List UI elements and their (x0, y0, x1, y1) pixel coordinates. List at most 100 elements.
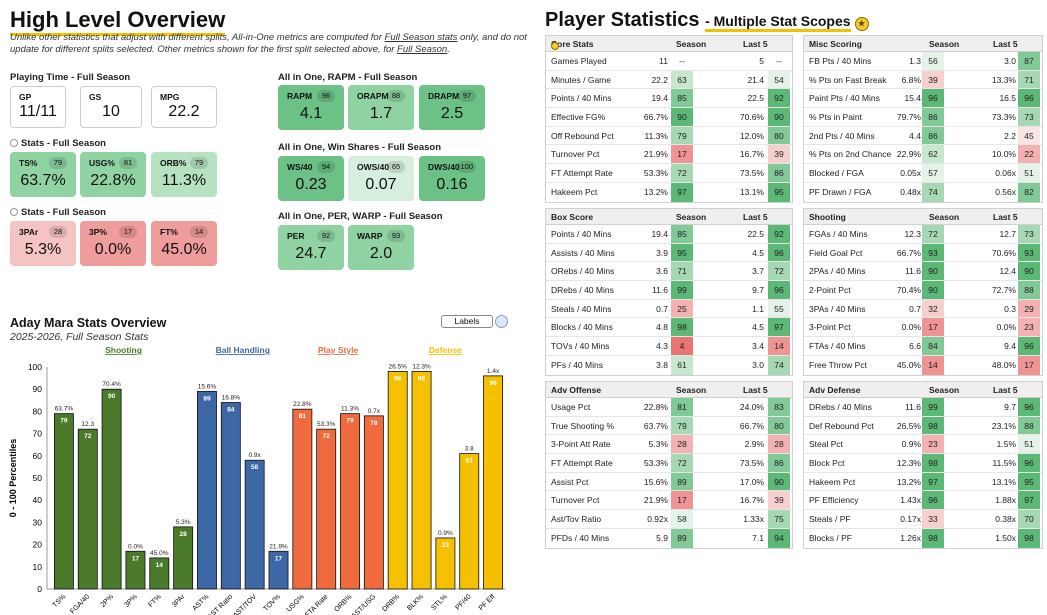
bar-stat-label: 0.9% (438, 530, 453, 537)
card-usg: USG% 81 22.8% (80, 152, 146, 197)
last5-value: 9.7 (1004, 402, 1016, 412)
last5-value: 9.4 (1004, 341, 1016, 352)
bar-2p- (101, 388, 122, 590)
last5-value: 11.5% (992, 458, 1016, 469)
row-label: FB Pts / 40 Mins (809, 56, 872, 66)
last5-percentile: 73 (1018, 108, 1040, 126)
season-value: 22.8% (643, 402, 668, 412)
bar-ast-ratio (220, 402, 241, 590)
last5-value: 3.4 (752, 341, 764, 352)
card-percentile: 28 (49, 226, 67, 238)
season-percentile: 81 (671, 398, 693, 416)
season-percentile: 98 (671, 318, 693, 337)
last5-percentile: 93 (1018, 243, 1040, 262)
last5-percentile: 51 (1018, 164, 1040, 182)
season-value: 53.3% (643, 458, 668, 469)
bar-stat-label: 11.3% (341, 406, 359, 413)
last5-value: 1.50x (995, 532, 1016, 543)
last5-value: 0.06x (995, 168, 1016, 179)
card-gs: GS 10 (80, 86, 142, 128)
last5-value: 0.56x (995, 186, 1016, 197)
card-label: ORB% (160, 158, 187, 168)
last5-percentile: 39 (768, 145, 790, 164)
season-percentile: 23 (922, 435, 944, 454)
table-row: Steals / 40 Mins 0.7 25 1.1 55 (546, 299, 792, 319)
last5-header: Last 5 (993, 212, 1018, 222)
last5-value: 1.88x (995, 495, 1016, 506)
bar-3p- (125, 550, 146, 590)
labels-button[interactable]: Labels (441, 315, 493, 328)
last5-value: 0.38x (995, 514, 1016, 525)
season-percentile: 28 (671, 435, 693, 454)
chart-title: Aday Mara Stats Overview (10, 316, 167, 330)
row-label: Steals / 40 Mins (551, 303, 612, 314)
row-label: Blocks / 40 Mins (551, 322, 613, 333)
row-label: Turnover Pct (551, 495, 600, 506)
row-label: Off Rebound Pct (551, 130, 614, 141)
season-percentile: 58 (671, 510, 693, 528)
last5-percentile: 55 (768, 299, 790, 318)
card-value: 0.0% (94, 241, 132, 258)
radio-icon[interactable] (10, 208, 18, 216)
coin-icon[interactable]: ★ (854, 17, 869, 31)
last5-header: Last 5 (743, 212, 768, 222)
season-percentile: 17 (671, 491, 693, 510)
season-header: Season (676, 39, 707, 49)
last5-percentile: 54 (768, 70, 790, 89)
last5-percentile: 86 (768, 164, 790, 182)
row-label: 3-Point Att Rate (551, 439, 611, 450)
card-percentile: 65 (387, 161, 405, 173)
row-label: Minutes / Game (551, 74, 611, 85)
bar-blk- (411, 371, 432, 590)
table-title: Core Stats (551, 39, 594, 50)
table-row: FB Pts / 40 Mins 1.3 56 3.0 87 (804, 52, 1042, 71)
disclaimer-part-1: Unlike other statistics that adjust with… (10, 32, 385, 43)
stat-table-advdef: Adv Defense Season Last 5 DRebs / 40 Mins 11… (803, 381, 1043, 549)
season-percentile: 96 (922, 491, 944, 510)
stat-table-box: Box Score Season Last 5 Points / 40 Mins 19.… (545, 208, 793, 376)
last5-value: 66.7% (739, 420, 764, 431)
section-rapm: All in One, RAPM - Full Season (278, 72, 418, 83)
labels-toggle[interactable] (495, 315, 508, 328)
bar-stat-label: 70.4% (102, 381, 121, 388)
section-stats-1[interactable]: Stats - Full Season (10, 138, 106, 149)
season-value: 4.4 (909, 130, 921, 141)
table-row: Ast/Tov Ratio 0.92x 58 1.33x 75 (546, 510, 792, 529)
season-value: 11 (659, 56, 668, 66)
radio-icon[interactable] (10, 139, 18, 147)
card-percentile: 96 (317, 90, 335, 102)
bar-tov- (268, 550, 289, 590)
card-percentile: 100 (457, 161, 476, 173)
row-label: Ast/Tov Ratio (551, 514, 602, 525)
season-value: 12.3 (904, 229, 921, 239)
season-value: 19.4 (651, 229, 668, 239)
bar-drb- (387, 371, 408, 590)
x-tick-label: AST/TOV (232, 593, 258, 615)
table-row: Usage Pct 22.8% 81 24.0% 83 (546, 398, 792, 417)
y-tick-label: 10 (33, 562, 43, 572)
card-percentile: 17 (119, 226, 137, 238)
row-label: Assist Pct (551, 476, 589, 487)
last5-header: Last 5 (743, 39, 768, 49)
season-header: Season (929, 39, 960, 49)
season-value: 11.6 (652, 285, 668, 296)
season-value: 3.6 (656, 266, 668, 277)
card-percentile: 88 (387, 90, 405, 102)
last5-percentile: 22 (1018, 145, 1040, 164)
section-playing-time: Playing Time - Full Season (10, 72, 131, 83)
last5-value: 12.0% (739, 130, 764, 141)
table-row: ORebs / 40 Mins 3.6 71 3.7 72 (546, 262, 792, 282)
card-label: PER (287, 231, 305, 241)
bar-value-label: 81 (299, 413, 307, 420)
bar-value-label: 72 (84, 433, 92, 440)
card-value: 2.0 (369, 245, 393, 262)
last5-percentile: 80 (768, 416, 790, 435)
season-percentile: 85 (671, 89, 693, 108)
stat-table-core: Core Stats Season Last 5 Games Played 11 -- 5 -… (545, 35, 793, 203)
table-row: Steal Pct 0.9% 23 1.5% 51 (804, 435, 1042, 455)
season-percentile: 33 (922, 510, 944, 528)
bar-value-label: 84 (227, 407, 235, 414)
section-stats-2[interactable]: Stats - Full Season (10, 207, 106, 218)
row-label: ORebs / 40 Mins (551, 266, 615, 277)
table-row: PF Efficiency 1.43x 96 1.88x 97 (804, 491, 1042, 511)
